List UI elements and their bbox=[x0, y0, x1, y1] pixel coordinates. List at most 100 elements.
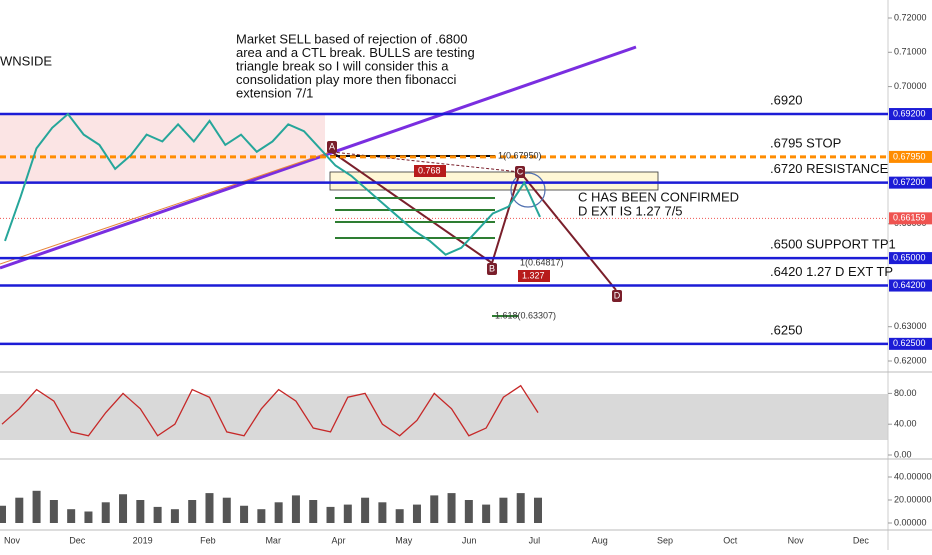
last-price-label: 0.66159 bbox=[893, 213, 926, 223]
axis-price-tag-label: 0.62500 bbox=[893, 338, 926, 348]
macd-tick-label: 20.00000 bbox=[894, 494, 932, 504]
stoch-tick-label: 80.00 bbox=[894, 388, 917, 398]
point-label: A bbox=[329, 141, 335, 151]
x-tick-label: 2019 bbox=[133, 535, 153, 545]
macd-bar bbox=[257, 509, 266, 523]
fib-label: 1.327 bbox=[522, 270, 545, 280]
fib-tag bbox=[518, 270, 550, 282]
macd-bar bbox=[534, 497, 542, 523]
y-tick-label: 0.71000 bbox=[894, 47, 927, 57]
macd-bar bbox=[326, 506, 335, 523]
x-tick-label: Oct bbox=[723, 535, 738, 545]
macd-bar bbox=[15, 497, 24, 523]
axis-price-tag-label: 0.67200 bbox=[893, 177, 926, 187]
level-label: .6500 SUPPORT TP1 bbox=[770, 237, 896, 252]
axis-price-tag bbox=[889, 279, 932, 292]
x-tick-label: Apr bbox=[331, 535, 345, 545]
stoch-tick-label: 40.00 bbox=[894, 419, 917, 429]
macd-bar bbox=[516, 493, 525, 523]
x-tick-label: Mar bbox=[265, 535, 281, 545]
level-label: .6920 bbox=[770, 92, 803, 107]
macd-bar bbox=[361, 497, 370, 523]
macd-bar bbox=[188, 500, 197, 523]
macd-bar bbox=[119, 494, 128, 523]
fib-label: 1(0.64817) bbox=[520, 257, 564, 267]
macd-bar bbox=[430, 495, 439, 523]
x-tick-label: Jun bbox=[462, 535, 477, 545]
title-fragment: WNSIDE bbox=[0, 53, 52, 68]
y-tick-label: 0.70000 bbox=[894, 81, 927, 91]
point-label: B bbox=[489, 263, 495, 273]
axis-price-tag bbox=[889, 252, 932, 265]
point-marker bbox=[327, 141, 337, 153]
macd-bar bbox=[222, 497, 231, 523]
macd-bar bbox=[205, 493, 214, 523]
macd-bar bbox=[84, 511, 93, 523]
point-marker bbox=[487, 263, 497, 275]
axis-price-tag bbox=[889, 150, 932, 163]
highlight-circle bbox=[510, 172, 546, 208]
annotation: area and a CTL break. BULLS are testing bbox=[236, 45, 475, 60]
macd-bar bbox=[447, 493, 456, 523]
macd-bar bbox=[0, 505, 6, 523]
annotation: D EXT IS 1.27 7/5 bbox=[578, 203, 683, 218]
annotation: consolidation play more then fibonacci bbox=[236, 72, 457, 87]
fib-label: 0.768 bbox=[418, 165, 441, 175]
x-tick-label: Jul bbox=[529, 535, 541, 545]
trend-line bbox=[0, 45, 637, 270]
macd-tick-label: 0.00000 bbox=[894, 517, 927, 527]
point-label: C bbox=[517, 166, 524, 176]
level-label: .6795 STOP bbox=[770, 135, 841, 150]
stoch-line bbox=[1, 384, 539, 437]
stoch-band bbox=[0, 394, 888, 440]
annotation: C HAS BEEN CONFIRMED bbox=[578, 189, 739, 204]
x-tick-label: Sep bbox=[657, 535, 673, 545]
macd-bar bbox=[291, 495, 300, 523]
point-marker bbox=[515, 166, 525, 178]
stoch-tick-label: 0.00 bbox=[894, 449, 912, 459]
macd-bar bbox=[153, 506, 162, 523]
macd-bar bbox=[101, 502, 110, 523]
y-tick-label: 0.62000 bbox=[894, 355, 927, 365]
macd-bar bbox=[482, 504, 491, 523]
macd-bar bbox=[32, 490, 41, 523]
annotation: Market SELL based of rejection of .6800 bbox=[236, 31, 468, 46]
fib-tag bbox=[414, 165, 446, 177]
macd-tick-label: 40.00000 bbox=[894, 471, 932, 481]
axis-price-tag-label: 0.64200 bbox=[893, 280, 926, 290]
macd-bar bbox=[309, 500, 318, 523]
x-tick-label: Dec bbox=[853, 535, 870, 545]
axis-price-tag bbox=[889, 176, 932, 189]
macd-bar bbox=[378, 502, 387, 523]
axis-price-tag-label: 0.69200 bbox=[893, 108, 926, 118]
trend-line-thin bbox=[0, 151, 331, 265]
macd-bar bbox=[170, 509, 179, 523]
macd-bar bbox=[49, 500, 58, 523]
axis-price-tag-label: 0.65000 bbox=[893, 252, 926, 262]
x-tick-label: Feb bbox=[200, 535, 216, 545]
x-tick-label: May bbox=[395, 535, 413, 545]
level-label: .6420 1.27 D EXT TP bbox=[770, 264, 893, 279]
macd-bar bbox=[136, 500, 145, 523]
axis-price-tag bbox=[889, 337, 932, 350]
last-price-tag bbox=[889, 212, 932, 225]
abcd-pattern bbox=[331, 151, 617, 291]
x-tick-label: Nov bbox=[788, 535, 805, 545]
macd-bar bbox=[343, 504, 352, 523]
point-label: D bbox=[614, 290, 621, 300]
fib-label: 1(0.67950) bbox=[498, 150, 542, 160]
macd-bar bbox=[412, 504, 421, 523]
axis-price-tag bbox=[889, 108, 932, 121]
y-tick-label: 0.63000 bbox=[894, 321, 927, 331]
macd-bar bbox=[499, 497, 508, 523]
macd-bar bbox=[274, 502, 283, 523]
level-label: .6250 bbox=[770, 322, 803, 337]
price-line bbox=[4, 112, 541, 256]
fib-label: 1.618(0.63307) bbox=[495, 310, 556, 320]
macd-bar bbox=[464, 500, 473, 523]
y-tick-label: 0.72000 bbox=[894, 12, 927, 22]
x-tick-label: Dec bbox=[69, 535, 86, 545]
x-tick-label: Aug bbox=[592, 535, 608, 545]
